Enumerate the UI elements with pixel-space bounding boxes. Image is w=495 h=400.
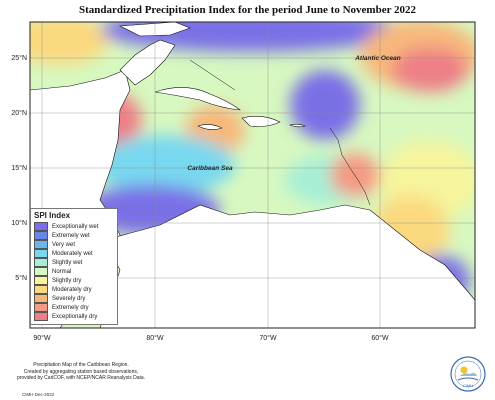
legend-label: Slightly dry — [52, 277, 82, 284]
legend-label: Extremely dry — [52, 304, 89, 311]
footer-date: CIMH Dec-2022 — [22, 392, 55, 397]
legend-label: Normal — [52, 268, 72, 275]
legend-label: Very wet — [52, 241, 76, 248]
legend-item: Moderately wet — [34, 249, 114, 258]
legend-item: Extremely dry — [34, 303, 114, 312]
legend-item: Severely dry — [34, 294, 114, 303]
footer-line: provided by CariCOF, with NCEP/NCAR Rean… — [16, 375, 146, 381]
footer-line: Created by aggregating station based obs… — [23, 368, 139, 375]
lat-label-5: 5°N — [15, 274, 27, 282]
legend-swatch — [34, 294, 48, 303]
legend-items: Exceptionally wet Extremely wet Very wet Mo… — [34, 222, 114, 321]
logo-text: CIMH — [463, 383, 473, 388]
lat-label-10: 10°N — [11, 219, 27, 227]
legend-title: SPI Index — [34, 211, 71, 220]
spi-legend: SPI Index Exceptionally wet Extremely wet… — [30, 208, 118, 325]
legend-item: Slightly dry — [34, 276, 114, 285]
legend-swatch — [34, 231, 48, 240]
cimh-logo: CIMH — [450, 356, 486, 392]
footer-line: Precipitation Map of the Caribbean Regio… — [33, 362, 129, 368]
lon-label-90: 90°W — [33, 334, 51, 342]
map-title: Standardized Precipitation Index for the… — [78, 4, 417, 16]
legend-swatch — [34, 312, 48, 321]
lon-label-80: 80°W — [146, 334, 164, 342]
map-footer: Precipitation Map of the Caribbean Regio… — [6, 362, 156, 382]
map-frame — [29, 21, 476, 329]
legend-item: Normal — [34, 267, 114, 276]
legend-label: Moderately dry — [52, 286, 92, 293]
lat-label-15: 15°N — [11, 164, 27, 172]
legend-label: Severely dry — [52, 295, 86, 302]
legend-swatch — [34, 249, 48, 258]
legend-swatch — [34, 267, 48, 276]
lat-label-20: 20°N — [11, 109, 27, 117]
atlantic-ocean-label: Atlantic Ocean — [354, 55, 401, 62]
legend-swatch — [34, 285, 48, 294]
legend-item: Extremely wet — [34, 231, 114, 240]
legend-item: Exceptionally wet — [34, 222, 114, 231]
legend-label: Moderately wet — [52, 250, 93, 257]
legend-item: Very wet — [34, 240, 114, 249]
legend-swatch — [34, 303, 48, 312]
legend-swatch — [34, 258, 48, 267]
legend-label: Exceptionally dry — [52, 313, 98, 320]
lon-label-70: 70°W — [259, 334, 277, 342]
legend-item: Slightly wet — [34, 258, 114, 267]
legend-label: Extremely wet — [52, 232, 90, 239]
legend-item: Exceptionally dry — [34, 312, 114, 321]
legend-item: Moderately dry — [34, 285, 114, 294]
legend-label: Slightly wet — [52, 259, 83, 266]
caribbean-sea-label: Caribbean Sea — [187, 165, 233, 172]
legend-swatch — [34, 222, 48, 231]
legend-label: Exceptionally wet — [52, 223, 99, 230]
legend-swatch — [34, 276, 48, 285]
lon-label-60: 60°W — [371, 334, 389, 342]
spi-field — [30, 22, 475, 328]
lat-label-25: 25°N — [11, 54, 27, 62]
legend-swatch — [34, 240, 48, 249]
